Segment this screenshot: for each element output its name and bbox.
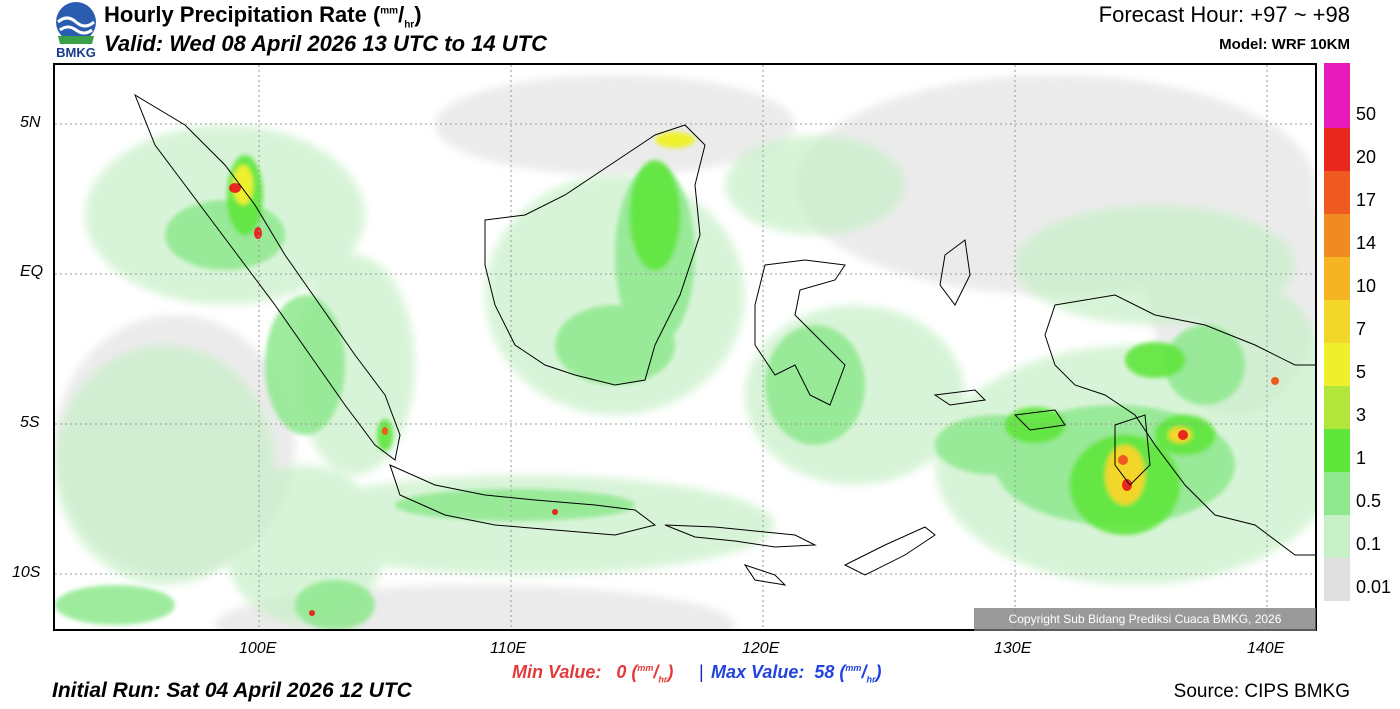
peak-rain-layer [229,183,1279,616]
valid-time: Valid: Wed 08 April 2026 13 UTC to 14 UT… [104,31,547,56]
y-tick-label: 10S [12,564,41,581]
colorbar-segment [1324,256,1350,300]
colorbar-label: 50 [1356,104,1377,125]
max-value: Max Value: 58 (mm/hr) [711,662,882,685]
colorbar-segment [1324,63,1350,85]
colorbar-segment [1324,428,1350,472]
colorbar-segment [1324,299,1350,343]
colorbar-segment [1324,385,1350,429]
y-tick-label: 5N [20,114,41,131]
x-tick-label: 100E [239,640,277,657]
colorbar-label: 1 [1356,448,1367,469]
value-separator: | [699,662,704,682]
colorbar-label: 20 [1356,147,1377,168]
x-tick-label: 110E [490,640,527,657]
chart-title: Hourly Precipitation Rate (mm/hr) [104,2,422,31]
colorbar-segment [1324,342,1350,386]
copyright-box: Copyright Sub Bidang Prediksi Cuaca BMKG… [974,608,1316,631]
colorbar-label: 5 [1356,362,1367,383]
colorbar-segment [1324,557,1350,601]
x-tick-label: 120E [742,640,780,657]
colorbar-segment [1324,213,1350,257]
x-tick-label: 130E [994,640,1032,657]
y-tick-label: EQ [20,263,44,280]
colorbar-label: 0.5 [1356,491,1382,512]
colorbar-label: 3 [1356,405,1367,426]
colorbar-segment [1324,84,1350,128]
logo-text: BMKG [56,45,96,60]
min-value: Min Value: 0 (mm/hr) [512,662,674,685]
colorbar-label: 7 [1356,319,1367,340]
coastlines [133,93,1315,586]
colorbar [1324,63,1350,601]
colorbar-label: 0.1 [1356,534,1382,555]
colorbar-label: 17 [1356,190,1377,211]
colorbar-label: 10 [1356,276,1377,297]
map-canvas [55,65,1315,629]
precipitation-map[interactable] [53,63,1317,631]
bmkg-logo: BMKG [52,0,100,60]
colorbar-label: 14 [1356,233,1377,254]
initial-run: Initial Run: Sat 04 April 2026 12 UTC [52,679,412,702]
source-label: Source: CIPS BMKG [1173,681,1350,702]
colorbar-segment [1324,471,1350,515]
colorbar-segment [1324,170,1350,214]
colorbar-segment [1324,127,1350,171]
forecast-hour: Forecast Hour: +97 ~ +98 [1098,2,1350,27]
model-label: Model: WRF 10KM [1219,36,1350,53]
colorbar-segment [1324,514,1350,558]
y-tick-label: 5S [20,414,40,431]
x-tick-label: 140E [1247,640,1285,657]
colorbar-label: 0.01 [1356,577,1392,598]
